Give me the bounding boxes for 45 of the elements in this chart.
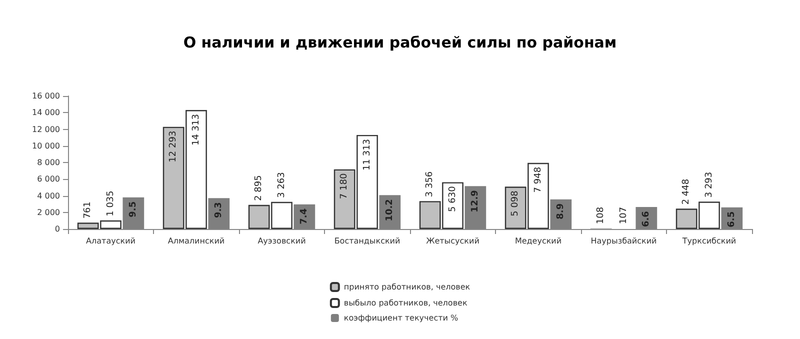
data-label: 12.9	[470, 190, 480, 212]
x-tick-label: Медеуский	[514, 236, 562, 246]
data-label: 7 180	[340, 173, 350, 200]
data-label: 9.5	[128, 201, 138, 218]
data-label: 8.9	[556, 203, 566, 220]
data-label: 2 895	[254, 175, 264, 201]
x-tick-label: Жетысуский	[426, 236, 480, 246]
y-tick-label: 12 000	[32, 124, 60, 134]
data-label: 6.5	[726, 211, 737, 228]
data-label: 108	[596, 206, 606, 224]
data-label: 107	[618, 206, 629, 224]
y-tick-label: 2 000	[37, 208, 60, 217]
data-label: 7 948	[533, 166, 544, 193]
chart-title: О наличии и движении рабочей силы по районам	[183, 34, 617, 52]
y-tick-label: 0	[54, 224, 60, 234]
data-label: 10.2	[384, 199, 395, 222]
x-tick-label: Алатауский	[86, 236, 136, 246]
data-label: 12 293	[168, 130, 179, 162]
y-tick-label: 16 000	[32, 92, 60, 100]
y-tick-label: 8 000	[37, 158, 60, 167]
data-label: 1 035	[106, 190, 116, 216]
legend-label: коэффициент текучести %	[344, 314, 458, 322]
legend-label: выбыло работников, человек	[344, 298, 468, 308]
x-tick-label: Ауэзовский	[258, 236, 306, 246]
y-tick-label: 10 000	[32, 141, 60, 150]
y-tick-label: 4 000	[37, 191, 60, 200]
data-label: 5 098	[510, 190, 521, 216]
data-label: 14 313	[191, 114, 202, 146]
data-label: 2 448	[682, 178, 692, 205]
y-tick-label: 6 000	[37, 174, 60, 184]
x-tick-label: Бостандыкский	[334, 236, 400, 246]
data-label: 7.4	[299, 208, 310, 224]
data-label: 9.3	[214, 202, 224, 218]
legend-label: принято работников, человек	[344, 282, 470, 292]
data-label: 6.6	[641, 211, 652, 228]
x-tick-label: Наурызбайский	[590, 236, 657, 246]
y-tick-label: 14 000	[32, 108, 60, 118]
x-tick-label: Турксибский	[681, 236, 736, 246]
data-label: 3 293	[704, 172, 714, 198]
data-label: 3 356	[425, 171, 436, 198]
data-label: 761	[83, 201, 94, 219]
data-label: 5 630	[448, 186, 458, 212]
data-label: 11 313	[362, 138, 372, 170]
x-tick-label: Алмалинский	[168, 236, 225, 246]
data-label: 3 263	[276, 172, 287, 198]
